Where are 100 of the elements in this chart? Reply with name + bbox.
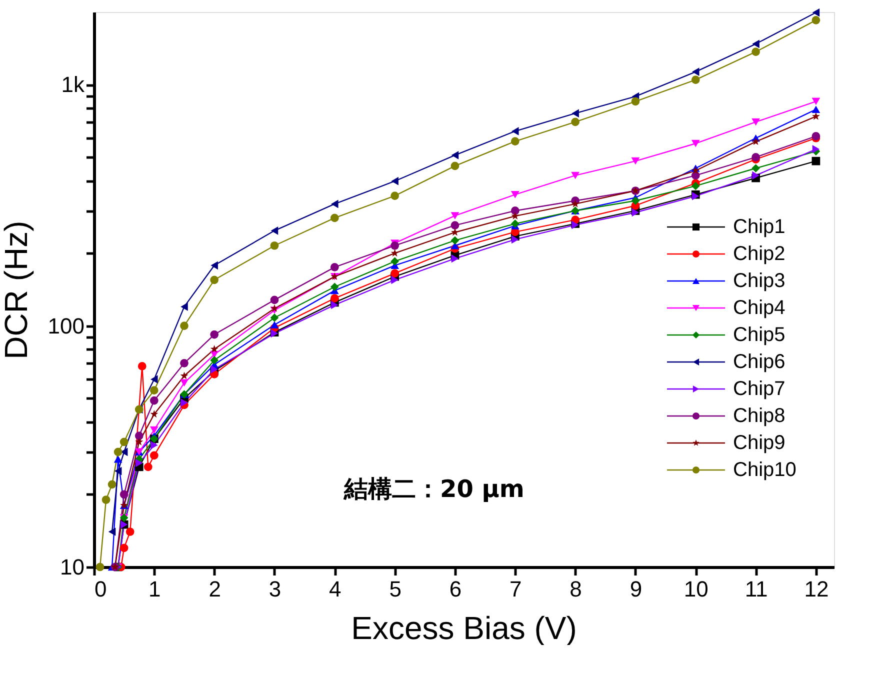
point <box>390 257 399 266</box>
point <box>210 344 218 353</box>
point <box>102 496 110 504</box>
point <box>752 164 760 172</box>
point <box>391 276 398 284</box>
point <box>331 300 338 310</box>
legend-label: Chip8 <box>733 405 786 427</box>
point <box>450 221 460 230</box>
point <box>812 144 820 154</box>
point <box>270 321 279 328</box>
point <box>134 432 144 440</box>
point <box>150 426 158 434</box>
legend-label: Chip7 <box>733 378 786 400</box>
point <box>511 212 520 220</box>
x-tick-label: 11 <box>744 576 768 602</box>
legend-label: Chip4 <box>733 297 786 319</box>
x-tick-label: 5 <box>389 576 402 602</box>
y-tick-label: 10 <box>60 554 84 580</box>
point <box>330 294 339 302</box>
x-tick-label: 6 <box>449 576 462 602</box>
point <box>180 302 188 311</box>
point <box>451 150 459 160</box>
point <box>691 140 700 148</box>
point <box>390 192 399 200</box>
point <box>572 109 579 118</box>
point <box>108 528 116 536</box>
point <box>752 48 760 56</box>
point <box>136 458 143 468</box>
point <box>450 212 460 220</box>
point <box>150 386 158 395</box>
point <box>812 112 820 120</box>
point <box>210 356 219 364</box>
point <box>150 410 158 418</box>
point <box>512 235 519 244</box>
point <box>571 172 580 180</box>
point <box>210 330 219 339</box>
y-tick-label: 1k <box>61 72 86 98</box>
point <box>812 106 820 114</box>
point <box>390 241 399 250</box>
point <box>691 182 700 190</box>
point <box>96 562 104 572</box>
x-tick-label: 9 <box>630 576 642 602</box>
point <box>752 40 760 48</box>
y-tick-label: 100 <box>48 313 84 338</box>
point <box>691 76 700 84</box>
point <box>270 304 278 312</box>
x-tick-label: 10 <box>684 576 708 602</box>
legend-label: Chip10 <box>733 459 796 481</box>
point <box>450 162 460 170</box>
point <box>812 156 820 166</box>
point <box>510 137 520 146</box>
x-tick-label: 3 <box>268 576 282 602</box>
point <box>571 118 580 126</box>
point <box>812 8 820 17</box>
point <box>180 379 188 386</box>
point <box>631 157 640 165</box>
point <box>150 396 158 405</box>
point <box>120 438 128 446</box>
point <box>135 438 144 446</box>
point <box>210 276 219 284</box>
point <box>210 261 218 270</box>
point <box>150 440 158 450</box>
point <box>270 241 279 250</box>
legend-label: Chip1 <box>733 216 786 238</box>
x-tick-label: 4 <box>329 576 342 602</box>
x-tick-label: 7 <box>510 576 522 602</box>
point <box>631 97 640 106</box>
point <box>180 372 188 380</box>
x-tick-label: 0 <box>94 576 107 602</box>
legend-label: Chip5 <box>733 324 786 346</box>
point <box>331 200 338 208</box>
point <box>114 448 122 456</box>
legend-label: Chip6 <box>733 351 786 373</box>
x-tick-label: 8 <box>570 576 582 602</box>
point <box>450 236 460 245</box>
point <box>270 314 279 322</box>
point <box>390 269 399 278</box>
point <box>138 362 146 370</box>
point <box>270 296 279 304</box>
annotation: 結構二：20 μm <box>343 475 524 503</box>
point <box>144 462 152 472</box>
point <box>812 98 820 106</box>
point <box>180 358 188 368</box>
point <box>391 176 398 186</box>
point <box>150 375 158 384</box>
legend-label: Chip2 <box>733 243 786 265</box>
point <box>330 214 339 222</box>
legend-label: Chip3 <box>733 270 786 292</box>
point <box>752 137 760 146</box>
point <box>330 263 339 272</box>
legend-label: Chip9 <box>733 432 786 454</box>
point <box>120 490 128 499</box>
point <box>510 220 520 228</box>
x-tick-label: 12 <box>804 576 829 602</box>
point <box>512 127 519 136</box>
x-tick-label: 2 <box>208 576 221 602</box>
point <box>752 171 760 180</box>
point <box>114 456 122 463</box>
point <box>510 190 520 198</box>
point <box>692 68 700 76</box>
